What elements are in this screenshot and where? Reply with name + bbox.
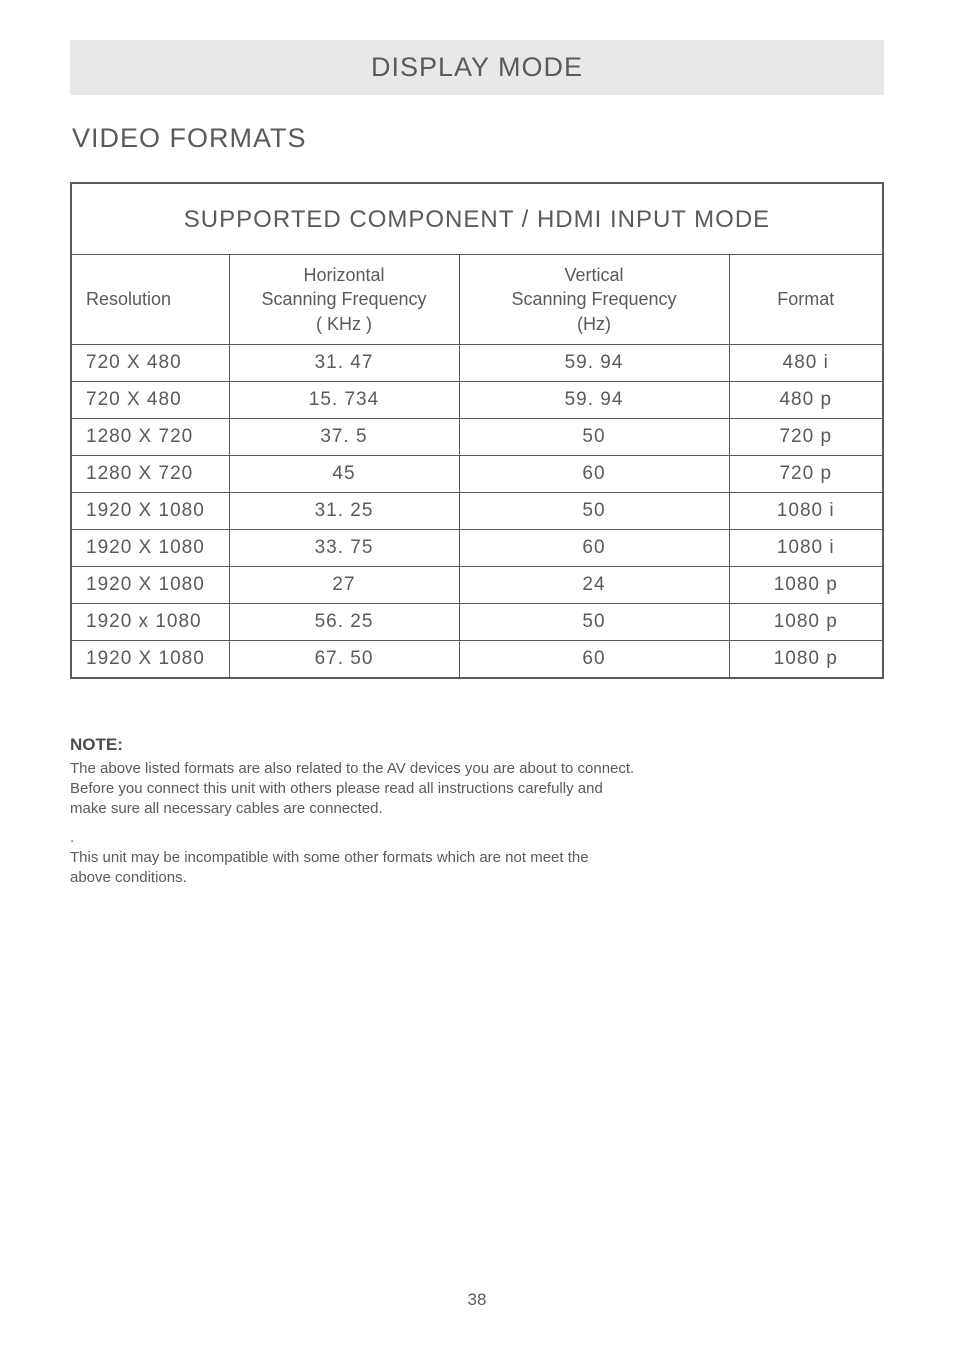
cell-h: 67. 50 bbox=[229, 640, 459, 678]
section-heading: VIDEO FORMATS bbox=[72, 123, 884, 154]
col-header-format: Format bbox=[729, 255, 883, 345]
cell-h: 56. 25 bbox=[229, 603, 459, 640]
note-block: NOTE: The above listed formats are also … bbox=[70, 735, 884, 889]
table-title-row: SUPPORTED COMPONENT / HDMI INPUT MODE bbox=[71, 183, 883, 255]
table-row: 1920 X 1080 33. 75 60 1080 i bbox=[71, 529, 883, 566]
note-line: make sure all necessary cables are conne… bbox=[70, 800, 383, 817]
banner-title: DISPLAY MODE bbox=[70, 52, 884, 83]
cell-fmt: 1080 p bbox=[729, 603, 883, 640]
cell-h: 27 bbox=[229, 566, 459, 603]
cell-fmt: 1080 p bbox=[729, 566, 883, 603]
note-paragraph-2: . This unit may be incompatible with som… bbox=[70, 828, 884, 889]
cell-fmt: 480 i bbox=[729, 344, 883, 381]
cell-res: 1920 X 1080 bbox=[71, 529, 229, 566]
cell-res: 720 X 480 bbox=[71, 344, 229, 381]
col-header-vertical: Vertical Scanning Frequency (Hz) bbox=[459, 255, 729, 345]
note-line: The above listed formats are also relate… bbox=[70, 760, 634, 777]
col-h-line2: Scanning Frequency bbox=[261, 289, 426, 309]
table-row: 1920 X 1080 67. 50 60 1080 p bbox=[71, 640, 883, 678]
formats-table: SUPPORTED COMPONENT / HDMI INPUT MODE Re… bbox=[70, 182, 884, 679]
cell-v: 50 bbox=[459, 603, 729, 640]
col-h-line3: ( KHz ) bbox=[316, 314, 372, 334]
cell-res: 1920 X 1080 bbox=[71, 492, 229, 529]
cell-v: 50 bbox=[459, 418, 729, 455]
col-h-line1: Horizontal bbox=[303, 265, 384, 285]
cell-v: 60 bbox=[459, 455, 729, 492]
note-paragraph-1: The above listed formats are also relate… bbox=[70, 759, 884, 820]
cell-fmt: 720 p bbox=[729, 455, 883, 492]
page-number: 38 bbox=[0, 1290, 954, 1310]
cell-h: 37. 5 bbox=[229, 418, 459, 455]
table-row: 1280 X 720 37. 5 50 720 p bbox=[71, 418, 883, 455]
cell-res: 1280 X 720 bbox=[71, 455, 229, 492]
table-header-row: Resolution Horizontal Scanning Frequency… bbox=[71, 255, 883, 345]
cell-res: 1920 x 1080 bbox=[71, 603, 229, 640]
page-banner: DISPLAY MODE bbox=[70, 40, 884, 95]
cell-v: 59. 94 bbox=[459, 344, 729, 381]
cell-fmt: 1080 p bbox=[729, 640, 883, 678]
cell-fmt: 720 p bbox=[729, 418, 883, 455]
col-header-resolution: Resolution bbox=[71, 255, 229, 345]
col-v-line2: Scanning Frequency bbox=[511, 289, 676, 309]
cell-fmt: 1080 i bbox=[729, 492, 883, 529]
col-header-horizontal: Horizontal Scanning Frequency ( KHz ) bbox=[229, 255, 459, 345]
table-row: 1920 X 1080 31. 25 50 1080 i bbox=[71, 492, 883, 529]
table-row: 1920 X 1080 27 24 1080 p bbox=[71, 566, 883, 603]
note-dot: . bbox=[70, 829, 74, 846]
cell-h: 33. 75 bbox=[229, 529, 459, 566]
cell-h: 45 bbox=[229, 455, 459, 492]
cell-res: 1280 X 720 bbox=[71, 418, 229, 455]
cell-h: 15. 734 bbox=[229, 381, 459, 418]
cell-fmt: 480 p bbox=[729, 381, 883, 418]
cell-res: 1920 X 1080 bbox=[71, 566, 229, 603]
cell-res: 720 X 480 bbox=[71, 381, 229, 418]
cell-v: 50 bbox=[459, 492, 729, 529]
cell-v: 60 bbox=[459, 640, 729, 678]
col-v-line1: Vertical bbox=[564, 265, 623, 285]
note-line: This unit may be incompatible with some … bbox=[70, 849, 589, 866]
table-row: 720 X 480 15. 734 59. 94 480 p bbox=[71, 381, 883, 418]
table-title: SUPPORTED COMPONENT / HDMI INPUT MODE bbox=[71, 183, 883, 255]
cell-v: 59. 94 bbox=[459, 381, 729, 418]
cell-h: 31. 47 bbox=[229, 344, 459, 381]
cell-v: 24 bbox=[459, 566, 729, 603]
note-line: Before you connect this unit with others… bbox=[70, 780, 603, 797]
table-row: 1920 x 1080 56. 25 50 1080 p bbox=[71, 603, 883, 640]
note-label: NOTE: bbox=[70, 735, 884, 755]
col-v-line3: (Hz) bbox=[577, 314, 611, 334]
note-line: above conditions. bbox=[70, 869, 187, 886]
cell-res: 1920 X 1080 bbox=[71, 640, 229, 678]
table-row: 720 X 480 31. 47 59. 94 480 i bbox=[71, 344, 883, 381]
cell-v: 60 bbox=[459, 529, 729, 566]
cell-h: 31. 25 bbox=[229, 492, 459, 529]
cell-fmt: 1080 i bbox=[729, 529, 883, 566]
table-row: 1280 X 720 45 60 720 p bbox=[71, 455, 883, 492]
